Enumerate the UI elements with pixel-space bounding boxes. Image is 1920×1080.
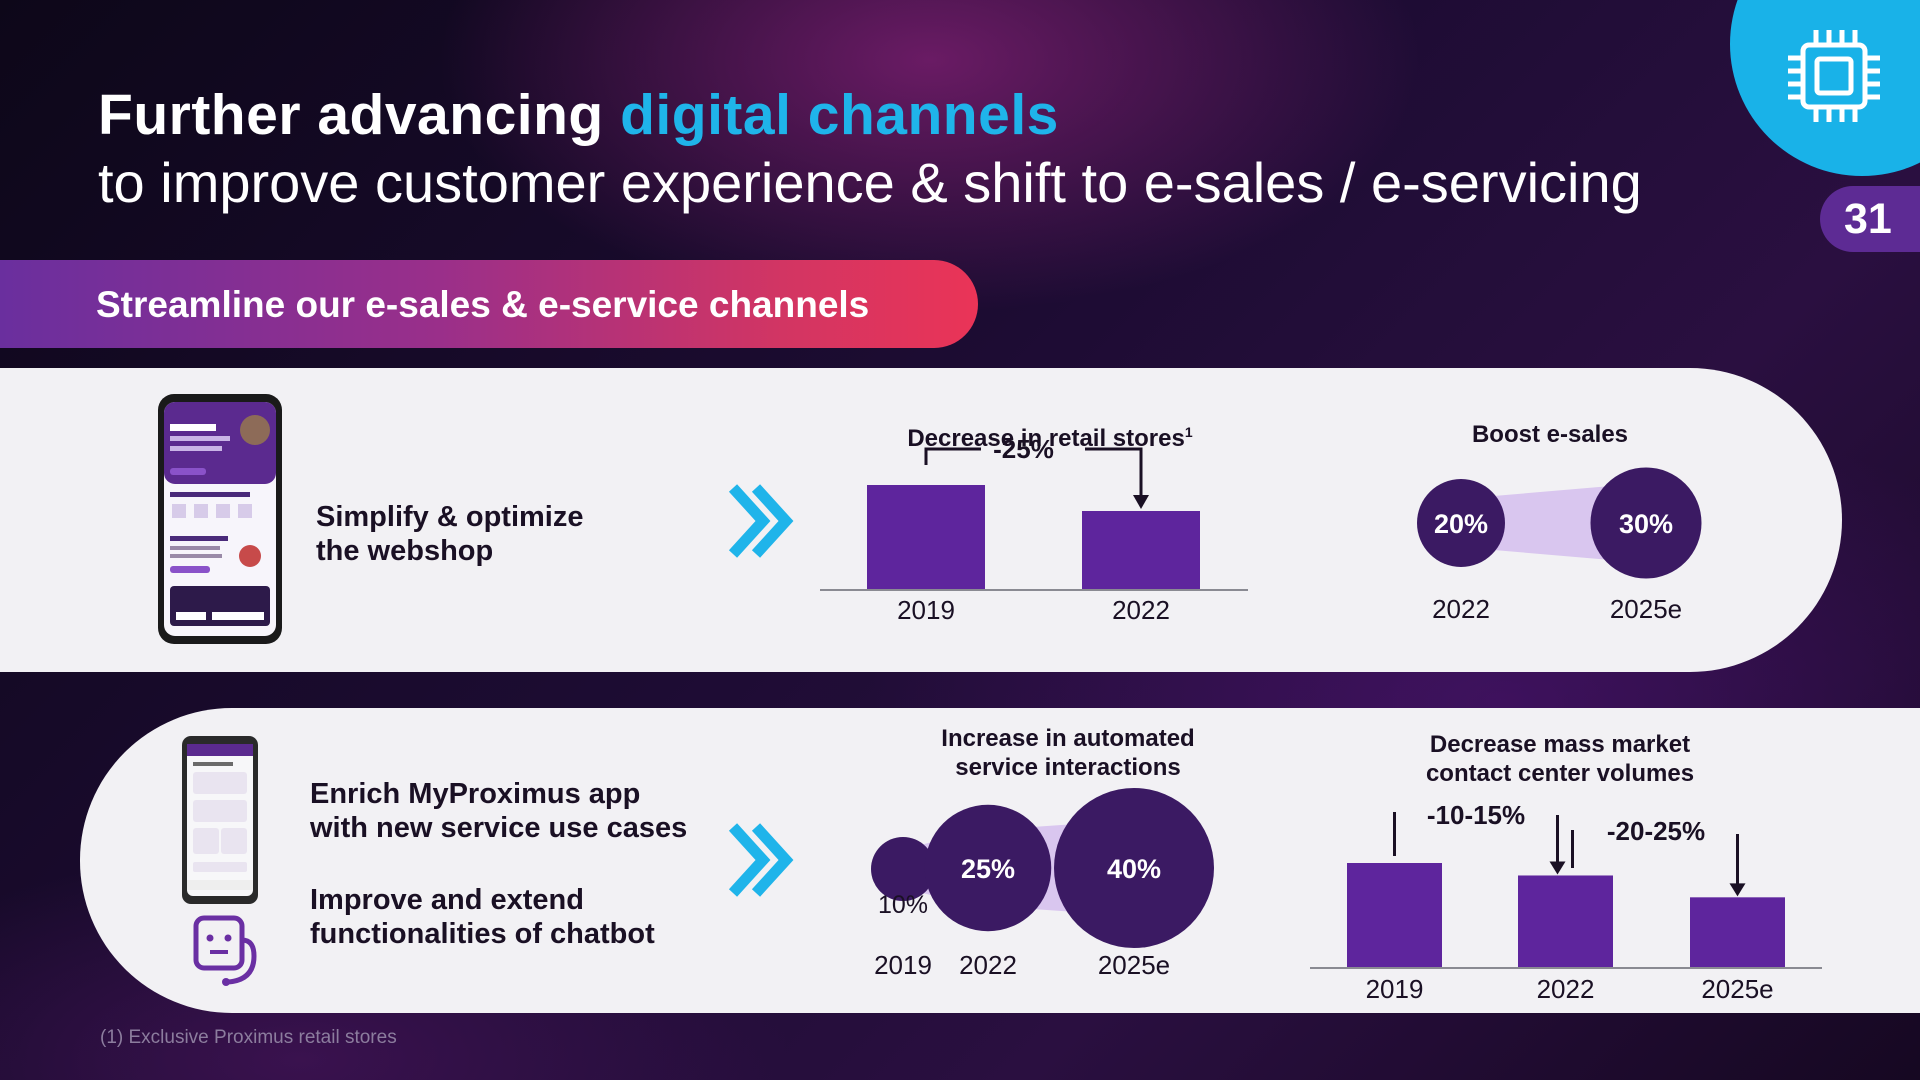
row2-label2-line2: functionalities of chatbot — [310, 918, 655, 950]
chart2-value-label-2025e: 30% — [1619, 509, 1673, 539]
chart1-bar-2022 — [1082, 511, 1200, 589]
chart4-bar-2025e — [1690, 897, 1785, 967]
page-subtitle: to improve customer experience & shift t… — [98, 151, 1642, 214]
section-banner-text: Streamline our e-sales & e-service chann… — [96, 284, 870, 325]
row2-label1-line2: with new service use cases — [310, 812, 688, 844]
row1-label: Simplify & optimize the webshop — [316, 500, 583, 568]
chart3-tick-2025e: 2025e — [1098, 950, 1170, 980]
chart3-title: Increase in automated service interactio… — [918, 724, 1218, 782]
chart1-tick-2022: 2022 — [1112, 595, 1170, 625]
title-accent: digital channels — [620, 83, 1059, 147]
chart4-title: Decrease mass market contact center volu… — [1400, 730, 1720, 788]
chart1-tick-2019: 2019 — [897, 595, 955, 625]
footnote: (1) Exclusive Proximus retail stores — [100, 1027, 397, 1048]
chart3-bubble-2022 — [924, 804, 1052, 932]
chart4-arrowhead-2 — [1729, 883, 1746, 897]
chart3-title-line1: Increase in automated — [941, 725, 1195, 752]
chart1-bar-2019 — [867, 485, 985, 589]
page-number: 31 — [1820, 186, 1920, 252]
chip-icon — [1788, 30, 1880, 122]
chart2-tick-2025e: 2025e — [1610, 594, 1682, 624]
chart2-value-label-2022: 20% — [1434, 509, 1488, 539]
row2-label1-line1: Enrich MyProximus app — [310, 778, 641, 810]
chart2-tick-2022: 2022 — [1432, 594, 1490, 624]
chart3-value-label-2019: 10% — [878, 891, 928, 919]
page-title: Further advancing digital channels — [98, 82, 1059, 148]
section-banner — [0, 260, 978, 348]
chart3-tick-2019: 2019 — [874, 950, 932, 980]
chart1-bracket-right — [1085, 447, 1143, 497]
chart1-arrowhead — [1133, 495, 1149, 509]
chart4-tick-2019: 2019 — [1366, 974, 1424, 1004]
chart4-title-line2: contact center volumes — [1425, 760, 1695, 787]
chart4-bar-2019 — [1347, 863, 1442, 967]
row1-label-line1: Simplify & optimize — [316, 501, 584, 533]
title-bold: Further advancing — [98, 83, 621, 147]
row2-label1: Enrich MyProximus app with new service u… — [310, 777, 687, 845]
row1-label-line2: the webshop — [316, 535, 494, 567]
chart1-title-superscript: 1 — [1184, 424, 1193, 440]
chart4-tick-2022: 2022 — [1537, 974, 1595, 1004]
chart1-annotation: -25% — [993, 434, 1054, 464]
chart4-bar-2022 — [1518, 875, 1613, 967]
chart4-annotation-1: -10-15% — [1427, 800, 1525, 830]
chart4-arrowhead-1 — [1549, 861, 1566, 875]
chart1-bracket-left — [924, 447, 981, 465]
chart3-tick-2022: 2022 — [959, 950, 1017, 980]
chart3-bubble-2019 — [871, 837, 935, 901]
chart3-bubble-2025e — [1054, 788, 1214, 948]
chart2-title: Boost e-sales — [1471, 421, 1629, 448]
chart3-title-line2: service interactions — [955, 754, 1181, 781]
row2-label2-line1: Improve and extend — [310, 884, 584, 916]
chart3-value-label-2025e: 40% — [1107, 854, 1161, 884]
chart4-tick-2025e: 2025e — [1701, 974, 1773, 1004]
chart2-bubble-2022 — [1417, 479, 1505, 567]
chart3-value-label-2022: 25% — [961, 854, 1015, 884]
row2-label2: Improve and extend functionalities of ch… — [310, 883, 655, 951]
chart2-bubble-2025e — [1590, 467, 1702, 579]
chart4-annotation-2: -20-25% — [1607, 816, 1705, 846]
chart4-title-line1: Decrease mass market — [1429, 731, 1691, 758]
